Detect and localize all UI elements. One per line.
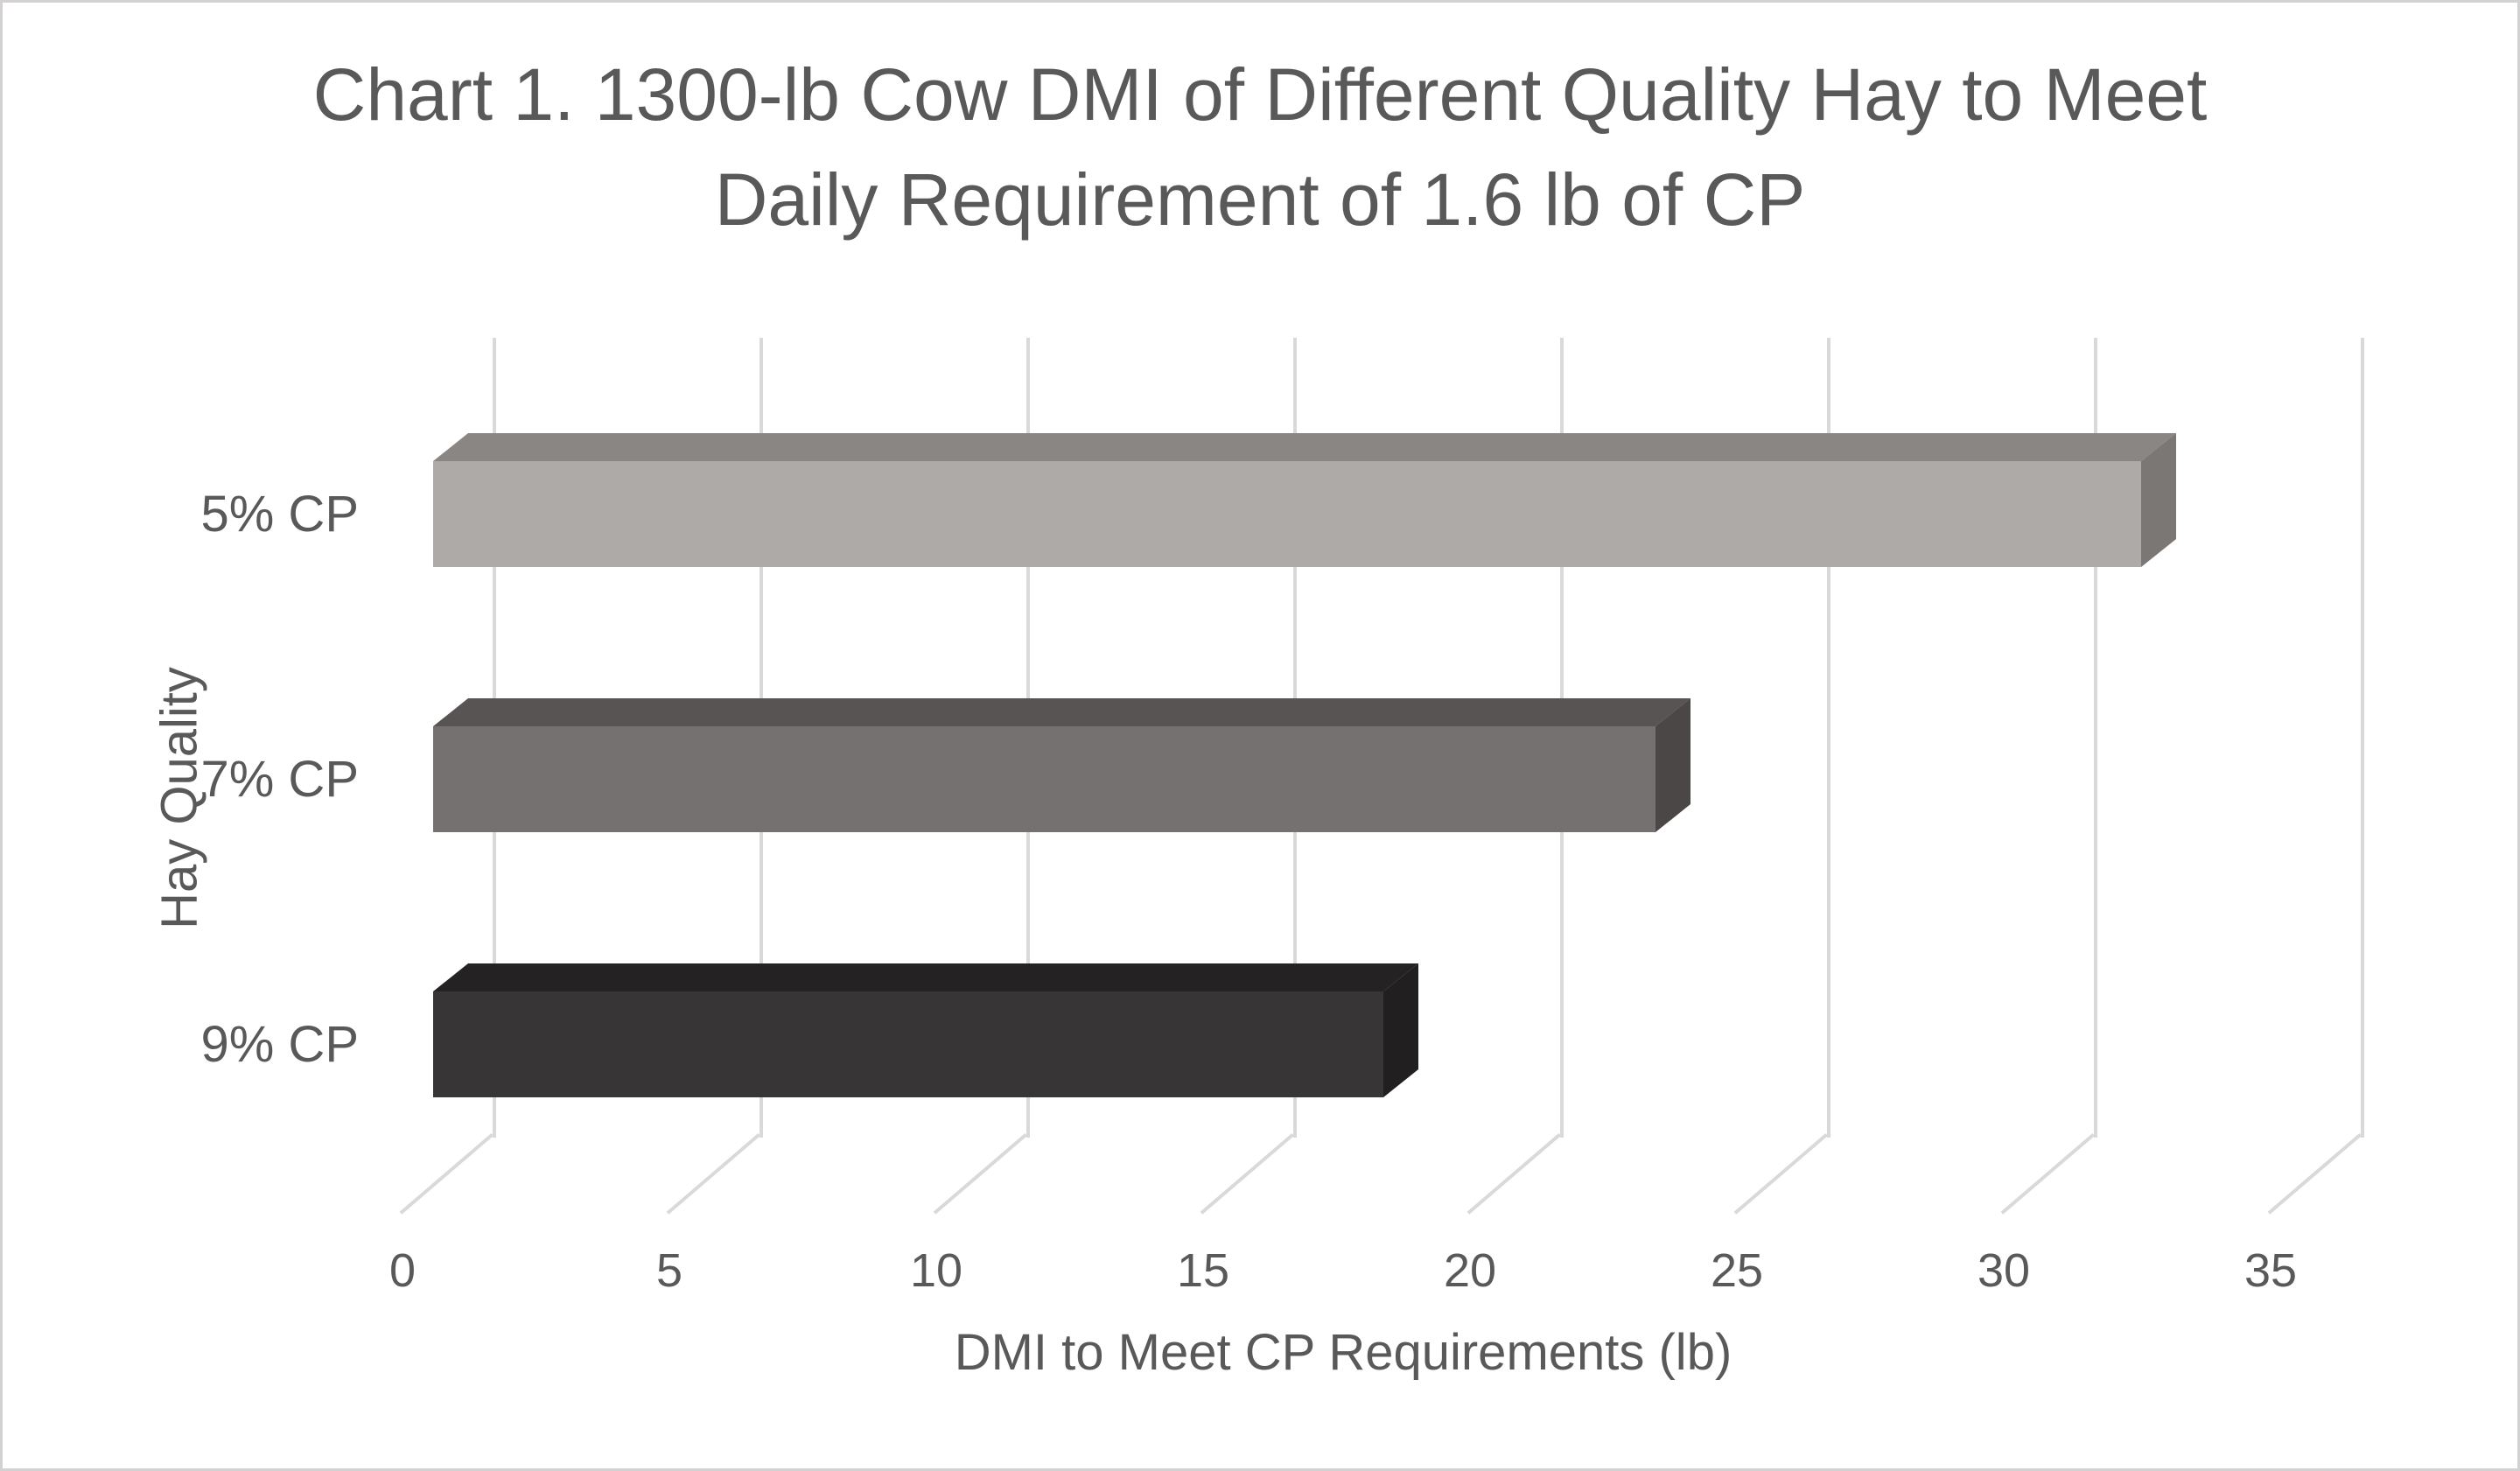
x-tick-label: 25 [1710, 1244, 1764, 1297]
x-tick-label: 30 [1977, 1244, 2031, 1297]
bar-7-cp [433, 726, 1656, 832]
floor-gridline [1466, 1132, 1561, 1215]
floor-gridline [2000, 1132, 2095, 1215]
chart-title-line-1: Chart 1. 1300-lb Cow DMI of Different Qu… [312, 53, 2208, 136]
x-tick-label: 0 [388, 1244, 416, 1297]
floor-gridline [1733, 1132, 1828, 1215]
x-tick-label: 20 [1443, 1244, 1497, 1297]
x-axis-title: DMI to Meet CP Requirements (lb) [954, 1324, 1732, 1381]
category-label: 9% CP [200, 1015, 359, 1073]
floor-gridline [2267, 1132, 2362, 1215]
x-tick-label: 10 [909, 1244, 963, 1297]
floor-gridline [399, 1132, 494, 1215]
chart-title-line-2: Daily Requirement of 1.6 lb of CP [714, 158, 1806, 241]
category-label: 5% CP [200, 485, 359, 543]
y-axis-title: Hay Quality [150, 667, 208, 929]
bar-5-cp [433, 461, 2141, 567]
floor-gridline [666, 1132, 760, 1215]
floor-gridline [933, 1132, 1027, 1215]
chart-title: Chart 1. 1300-lb Cow DMI of Different Qu… [0, 42, 2520, 252]
floor-gridline [1200, 1132, 1294, 1215]
gridline [2094, 338, 2097, 1138]
x-tick-label: 5 [655, 1244, 683, 1297]
gridline [1827, 338, 1830, 1138]
x-tick-label: 15 [1176, 1244, 1230, 1297]
x-tick-label: 35 [2244, 1244, 2298, 1297]
category-label: 7% CP [200, 750, 359, 808]
bar-9-cp [433, 991, 1383, 1097]
gridline [2361, 338, 2364, 1138]
